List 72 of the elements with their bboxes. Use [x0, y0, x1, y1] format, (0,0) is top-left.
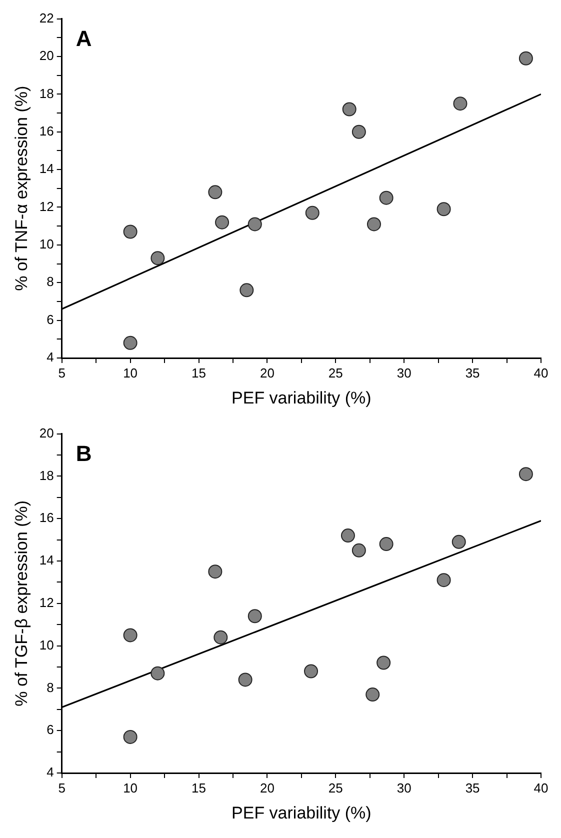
point [248, 217, 262, 232]
x-tick-label: 25 [328, 365, 343, 380]
point [376, 656, 391, 670]
point [150, 666, 165, 680]
point [453, 96, 468, 111]
point [238, 672, 252, 687]
point [340, 528, 355, 543]
point [379, 190, 394, 205]
point [123, 730, 138, 744]
x-axis-title: PEF variability (%) [232, 388, 372, 408]
point [436, 573, 451, 588]
y-tick-label: 18 [39, 86, 54, 101]
y-axis-title: % of TGF-β expression (%) [12, 500, 31, 706]
y-tick-label: 6 [46, 312, 54, 327]
y-tick-label: 4 [46, 350, 54, 365]
x-tick-label: 30 [396, 365, 412, 380]
point [150, 251, 165, 266]
point [342, 102, 356, 116]
point [123, 628, 138, 642]
point [248, 609, 262, 624]
x-tick-label: 20 [260, 365, 274, 380]
point [452, 534, 466, 549]
y-tick-label: 4 [46, 764, 54, 780]
point [436, 202, 451, 216]
point [518, 467, 533, 482]
point [123, 336, 138, 350]
x-tick-label: 35 [465, 365, 480, 380]
y-tick-label: 20 [39, 48, 54, 64]
y-tick-label: 12 [39, 198, 54, 214]
point [352, 124, 366, 139]
point [123, 224, 138, 239]
x-tick-label: 5 [58, 780, 66, 796]
point [379, 537, 394, 552]
point [215, 215, 230, 230]
point [305, 206, 320, 220]
x-tick-label: 15 [192, 780, 206, 796]
x-tick-label: 20 [260, 780, 274, 796]
point [366, 688, 380, 702]
x-tick-label: 5 [58, 365, 66, 380]
y-tick-label: 16 [39, 123, 54, 138]
y-tick-label: 12 [39, 594, 54, 610]
x-tick-label: 15 [192, 365, 206, 380]
point [214, 630, 228, 644]
y-tick-label: 20 [39, 425, 54, 440]
y-tick-label: 22 [39, 10, 54, 26]
y-tick-label: 6 [46, 722, 54, 738]
x-tick-label: 35 [465, 780, 480, 796]
y-tick-label: 10 [39, 236, 54, 252]
point [518, 51, 533, 66]
point [304, 664, 318, 678]
x-tick-label: 40 [534, 780, 548, 796]
y-tick-label: 8 [46, 680, 54, 695]
y-tick-label: 16 [39, 510, 54, 526]
x-tick-label: 40 [534, 365, 548, 380]
annotation: B [76, 440, 92, 466]
y-axis-title: % of TNF-α expression (%) [12, 86, 31, 291]
point [240, 283, 254, 298]
point [366, 217, 381, 232]
x-tick-label: 30 [396, 780, 412, 796]
x-tick-label: 10 [123, 365, 138, 380]
y-tick-label: 8 [46, 274, 54, 290]
point [352, 543, 366, 558]
point [208, 185, 222, 200]
x-axis-title: PEF variability (%) [232, 803, 372, 822]
y-tick-label: 14 [39, 552, 54, 568]
y-tick-label: 18 [39, 468, 54, 483]
x-tick-label: 25 [328, 780, 343, 796]
point [208, 564, 222, 579]
y-tick-label: 14 [39, 161, 54, 176]
y-tick-label: 10 [39, 637, 54, 652]
annotation: A [76, 26, 92, 51]
x-tick-label: 10 [123, 780, 138, 796]
